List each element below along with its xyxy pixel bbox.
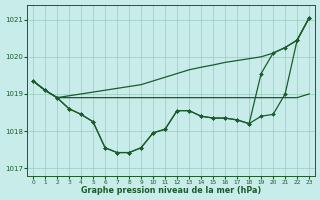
X-axis label: Graphe pression niveau de la mer (hPa): Graphe pression niveau de la mer (hPa) xyxy=(81,186,261,195)
